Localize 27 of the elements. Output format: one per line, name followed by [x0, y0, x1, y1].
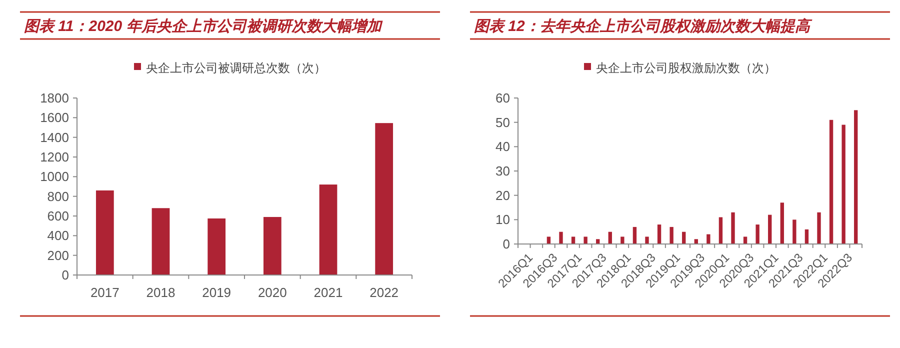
x-tick-label: 2020	[258, 285, 287, 300]
y-tick-label: 40	[496, 139, 510, 154]
x-tick-label: 2019	[202, 285, 232, 300]
y-tick-label: 30	[496, 164, 510, 178]
y-tick-label: 200	[47, 248, 69, 263]
y-tick-label: 1600	[40, 110, 69, 126]
legend-label: 央企上市公司股权激励次数（次）	[596, 61, 776, 75]
x-tick-label: 2021	[314, 285, 343, 300]
y-tick-label: 400	[47, 228, 69, 244]
x-tick-label: 2022	[370, 285, 399, 300]
chart-title: 图表 11：2020 年后央企上市公司被调研次数大幅增加	[24, 17, 384, 35]
y-tick-label: 1200	[40, 150, 69, 164]
y-tick-label: 800	[47, 188, 69, 204]
y-tick-label: 1000	[40, 169, 69, 184]
x-tick-label: 2017	[90, 285, 120, 300]
y-tick-label: 50	[496, 114, 510, 130]
y-tick-label: 20	[496, 188, 510, 203]
y-tick-label: 1400	[40, 130, 69, 145]
y-tick-label: 600	[47, 208, 69, 224]
y-tick-label: 0	[502, 236, 510, 252]
legend-label: 央企上市公司被调研总次数（次）	[146, 61, 326, 75]
y-tick-label: 60	[496, 90, 510, 106]
y-tick-label: 10	[496, 212, 510, 228]
chart-title: 图表 12：去年央企上市公司股权激励次数大幅提高	[474, 17, 813, 35]
x-tick-label: 2018	[146, 285, 176, 300]
y-tick-label: 1800	[40, 90, 69, 106]
y-tick-label: 0	[62, 268, 69, 282]
